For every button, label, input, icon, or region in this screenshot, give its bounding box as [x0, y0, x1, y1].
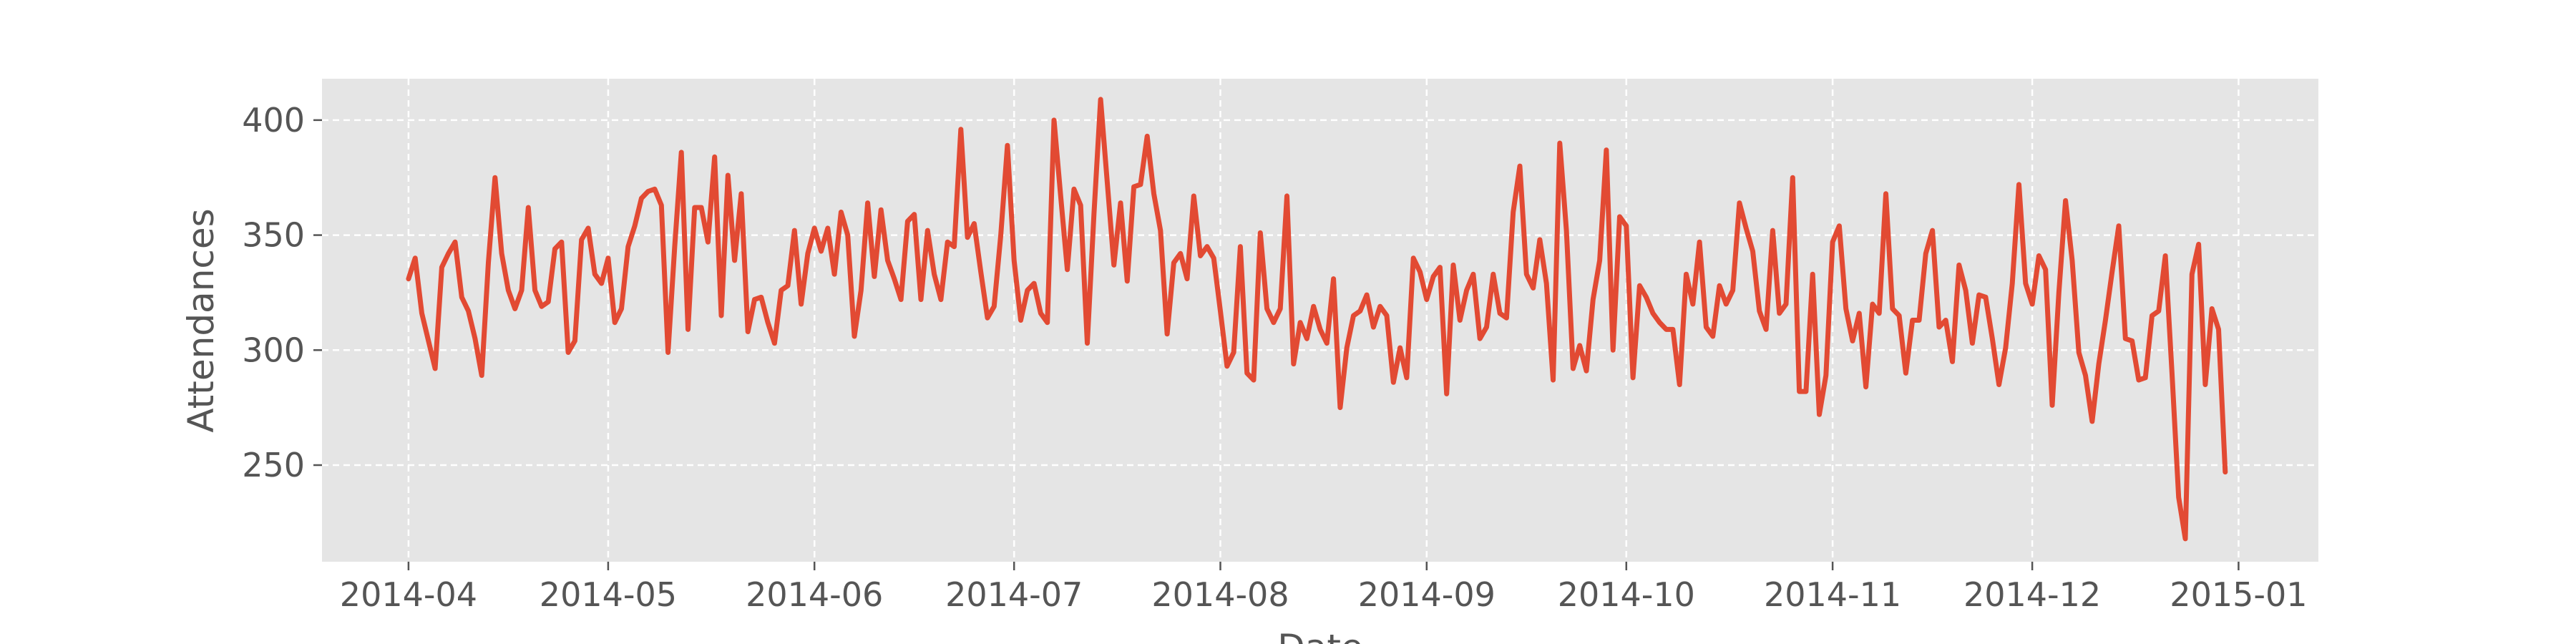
horizontal-gridlines — [322, 119, 2318, 467]
plot-area — [322, 79, 2318, 562]
x-tick-label: 2015-01 — [2170, 575, 2307, 614]
y-tick-label: 250 — [242, 446, 305, 484]
x-axis-label: Date — [1277, 627, 1363, 644]
series-group — [406, 97, 2228, 542]
y-axis-ticks: 250 300 350 400 — [242, 101, 322, 484]
x-tick-label: 2014-10 — [1558, 575, 1695, 614]
x-tick-label: 2014-11 — [1764, 575, 1901, 614]
x-tick-label: 2014-07 — [945, 575, 1083, 614]
x-tick-label: 2014-05 — [540, 575, 677, 614]
x-tick-label: 2014-04 — [340, 575, 477, 614]
attendances-series-line — [406, 97, 2228, 542]
y-tick-label: 350 — [242, 216, 305, 255]
x-tick-label: 2014-09 — [1358, 575, 1496, 614]
x-tick-label: 2014-06 — [746, 575, 883, 614]
y-tick-label: 400 — [242, 101, 305, 140]
x-axis-ticks: 2014-04 2014-05 2014-06 2014-07 2014-08 2014-… — [340, 562, 2308, 614]
x-tick-label: 2014-08 — [1151, 575, 1289, 614]
x-tick-label: 2014-12 — [1963, 575, 2101, 614]
y-axis-label: Attendances — [180, 208, 222, 432]
y-tick-label: 300 — [242, 331, 305, 369]
